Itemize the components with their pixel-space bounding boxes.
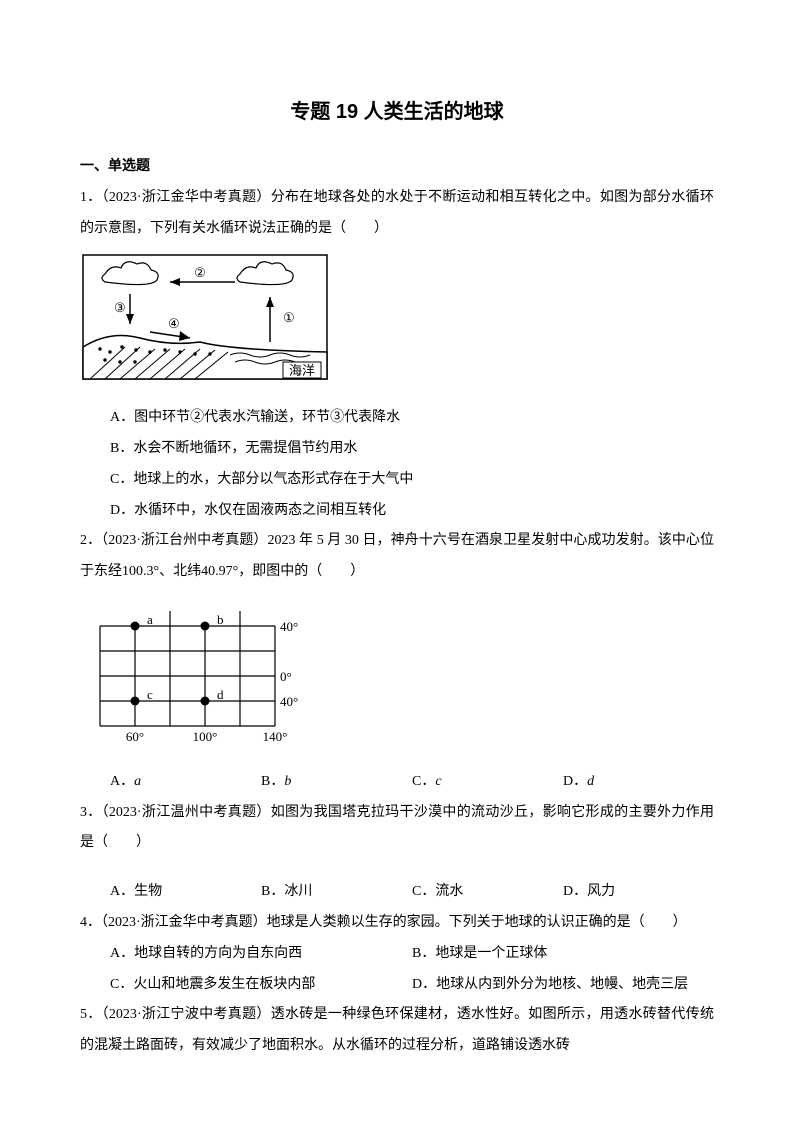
q4-opt-b: B．地球是一个正球体 bbox=[412, 939, 714, 970]
q1-label-1: ① bbox=[283, 310, 295, 325]
q1-stem: 1．（2023·浙江金华中考真题）分布在地球各处的水处于不断运动和相互转化之中。… bbox=[80, 183, 714, 245]
q3-opt-b: B．冰川 bbox=[261, 877, 412, 908]
q3-opt-d: D．风力 bbox=[563, 877, 714, 908]
q2-stem: 2．（2023·浙江台州中考真题）2023 年 5 月 30 日，神舟十六号在酒… bbox=[80, 526, 714, 588]
section-header: 一、单选题 bbox=[80, 152, 714, 183]
q1-label-4: ④ bbox=[168, 316, 180, 331]
q2-pt-b: b bbox=[217, 612, 224, 627]
q2-opt-d: D．d bbox=[563, 767, 714, 798]
q3-opt-c: C．流水 bbox=[412, 877, 563, 908]
q5-stem: 5．（2023·浙江宁波中考真题）透水砖是一种绿色环保建材，透水性好。如图所示，… bbox=[80, 1000, 714, 1062]
q2-x2: 100° bbox=[193, 729, 218, 744]
q2-opt-b: B．b bbox=[261, 767, 412, 798]
q2-opt-a: A．a bbox=[110, 767, 261, 798]
q4-opt-c: C．火山和地震多发生在板块内部 bbox=[110, 970, 412, 1001]
q1-label-3: ③ bbox=[114, 300, 126, 315]
q2-pt-c: c bbox=[147, 687, 153, 702]
q4-opt-a: A．地球自转的方向为自东向西 bbox=[110, 939, 412, 970]
q2-y3: 40° bbox=[280, 694, 298, 709]
q3-options: A．生物 B．冰川 C．流水 D．风力 bbox=[80, 877, 714, 908]
q3-stem: 3．（2023·浙江温州中考真题）如图为我国塔克拉玛干沙漠中的流动沙丘，影响它形… bbox=[80, 798, 714, 860]
q1-label-2: ② bbox=[194, 265, 206, 280]
q2-pt-d: d bbox=[217, 687, 224, 702]
q2-figure: a b c d 40° 0° 40° 60° 100° 140° bbox=[80, 596, 714, 759]
q1-opt-a: A．图中环节②代表水汽输送，环节③代表降水 bbox=[80, 403, 714, 434]
q2-pt-a: a bbox=[147, 612, 153, 627]
q2-options: A．a B．b C．c D．d bbox=[80, 767, 714, 798]
page-title: 专题 19 人类生活的地球 bbox=[80, 90, 714, 134]
q4-opt-d: D．地球从内到外分为地核、地幔、地壳三层 bbox=[412, 970, 714, 1001]
q4-stem: 4．（2023·浙江金华中考真题）地球是人类赖以生存的家园。下列关于地球的认识正… bbox=[80, 908, 714, 939]
q1-opt-c: C．地球上的水，大部分以气态形式存在于大气中 bbox=[80, 465, 714, 496]
q2-x3: 140° bbox=[263, 729, 288, 744]
q2-opt-c: C．c bbox=[412, 767, 563, 798]
q1-figure: ② ① ③ ④ bbox=[80, 252, 714, 395]
q4-options-row1: A．地球自转的方向为自东向西 B．地球是一个正球体 bbox=[80, 939, 714, 970]
q1-opt-b: B．水会不断地循环，无需提倡节约用水 bbox=[80, 434, 714, 465]
q3-opt-a: A．生物 bbox=[110, 877, 261, 908]
q2-y2: 0° bbox=[280, 669, 292, 684]
q1-opt-d: D．水循环中，水仅在固液两态之间相互转化 bbox=[80, 496, 714, 527]
q2-y1: 40° bbox=[280, 619, 298, 634]
q1-ocean-label: 海洋 bbox=[289, 363, 315, 378]
q4-options-row2: C．火山和地震多发生在板块内部 D．地球从内到外分为地核、地幔、地壳三层 bbox=[80, 970, 714, 1001]
q3-figure-placeholder bbox=[80, 859, 714, 877]
q2-x1: 60° bbox=[126, 729, 144, 744]
